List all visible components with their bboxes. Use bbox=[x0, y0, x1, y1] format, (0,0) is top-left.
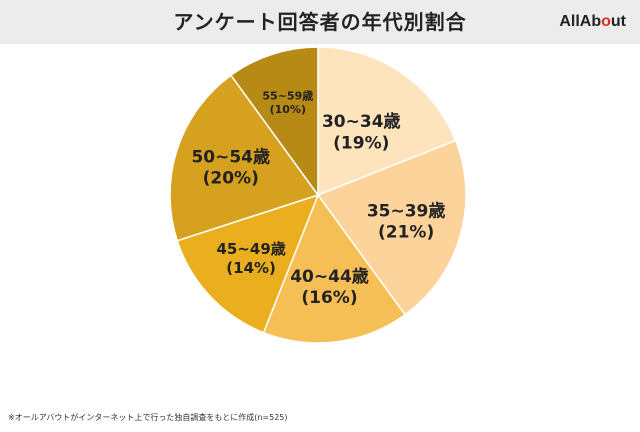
slice-percent-label-1: (19%) bbox=[333, 133, 389, 153]
slice-category-label-1: 30~34歳 bbox=[322, 111, 401, 132]
pie-slice-5 bbox=[169, 74, 320, 242]
logo-text-tail: ut bbox=[610, 13, 626, 30]
allabout-logo: AllAbout bbox=[559, 10, 626, 34]
slice-percent-label-6: (10%) bbox=[270, 103, 306, 116]
slice-category-label-6: 55~59歳 bbox=[262, 88, 313, 102]
slice-percent-label-2: (21%) bbox=[378, 223, 434, 243]
footnote: ※オールアバウトがインターネット上で行った独自調査をもとに作成(n=525) bbox=[8, 413, 288, 422]
pie-slice-2 bbox=[316, 139, 467, 316]
slice-category-label-4: 45~49歳 bbox=[216, 240, 285, 258]
slice-category-label-5: 50~54歳 bbox=[191, 146, 270, 167]
slice-category-label-2: 35~39歳 bbox=[367, 200, 446, 221]
slice-percent-label-5: (20%) bbox=[203, 169, 259, 189]
slice-category-label-3: 40~44歳 bbox=[290, 266, 369, 287]
logo-text-o: o bbox=[601, 13, 611, 30]
page-title: アンケート回答者の年代別割合 bbox=[173, 10, 467, 34]
pie-slice-6 bbox=[229, 46, 319, 198]
logo-text-main: AllAb bbox=[559, 13, 602, 30]
slice-percent-label-4: (14%) bbox=[226, 259, 276, 277]
pie-chart: 30~34歳(19%)35~39歳(21%)40~44歳(16%)45~49歳(… bbox=[169, 46, 467, 344]
header-bar bbox=[0, 0, 640, 44]
pie-slice-1 bbox=[317, 46, 457, 197]
slice-percent-label-3: (16%) bbox=[301, 288, 357, 308]
pie-slice-3 bbox=[262, 193, 407, 344]
